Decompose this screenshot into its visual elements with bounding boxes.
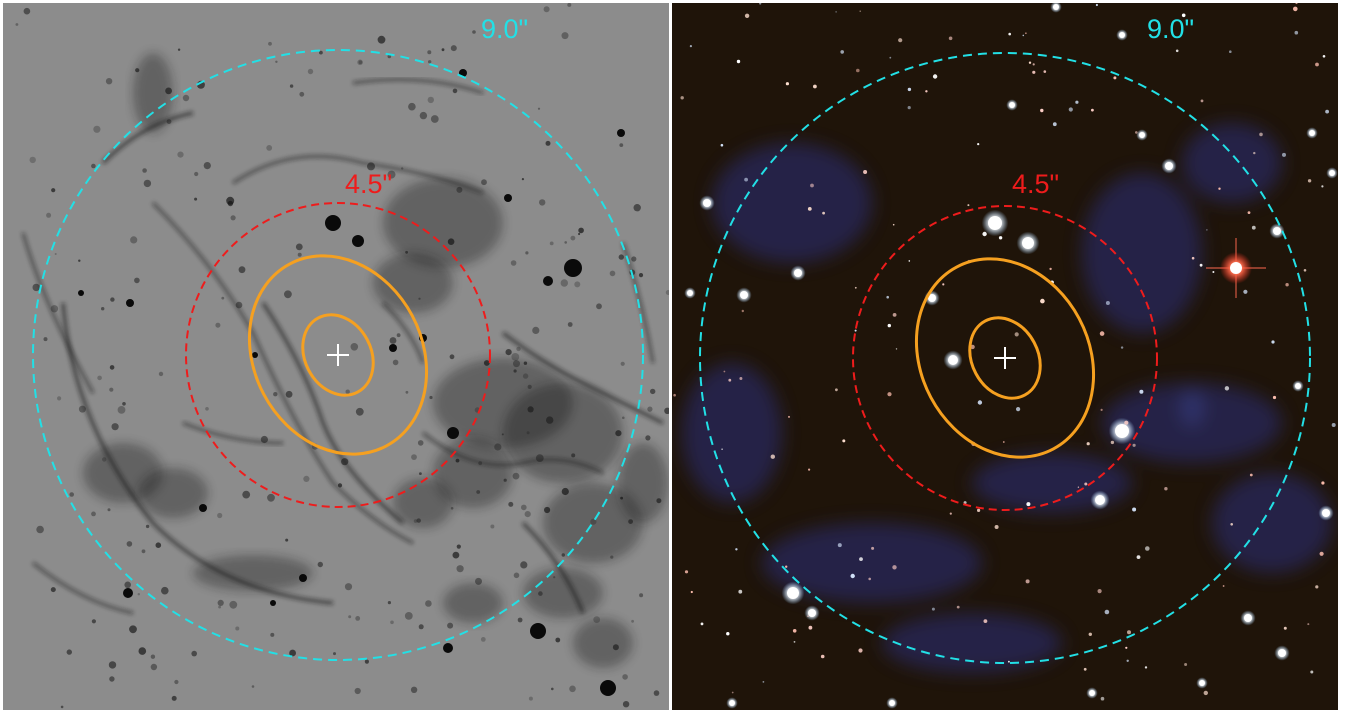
outer-aperture-circle bbox=[32, 49, 644, 661]
inner-contour-ellipse bbox=[301, 313, 375, 397]
outer-aperture-circle bbox=[699, 52, 1311, 664]
inner-contour-ellipse bbox=[968, 316, 1042, 400]
inner-circle-label: 4.5" bbox=[1012, 169, 1059, 199]
grayscale-image: 9.0" 4.5" bbox=[3, 3, 669, 710]
nebula-filaments bbox=[15, 3, 669, 709]
inner-aperture-circle bbox=[185, 202, 491, 508]
outer-contour-ellipse bbox=[914, 257, 1096, 459]
grayscale-image-panel: 9.0" 4.5" bbox=[3, 3, 669, 710]
outer-contour-ellipse bbox=[247, 254, 429, 456]
color-image-panel: 9.0" 4.5" bbox=[672, 3, 1338, 710]
stars bbox=[673, 3, 1338, 709]
color-image: 9.0" 4.5" bbox=[672, 3, 1338, 710]
outer-circle-label: 9.0" bbox=[1147, 14, 1194, 44]
bright-red-star bbox=[1206, 238, 1266, 298]
inner-circle-label: 4.5" bbox=[345, 169, 392, 199]
inner-aperture-circle bbox=[852, 205, 1158, 511]
center-cross-marker bbox=[994, 347, 1016, 369]
outer-circle-label: 9.0" bbox=[481, 14, 528, 44]
center-cross-marker bbox=[327, 344, 349, 366]
